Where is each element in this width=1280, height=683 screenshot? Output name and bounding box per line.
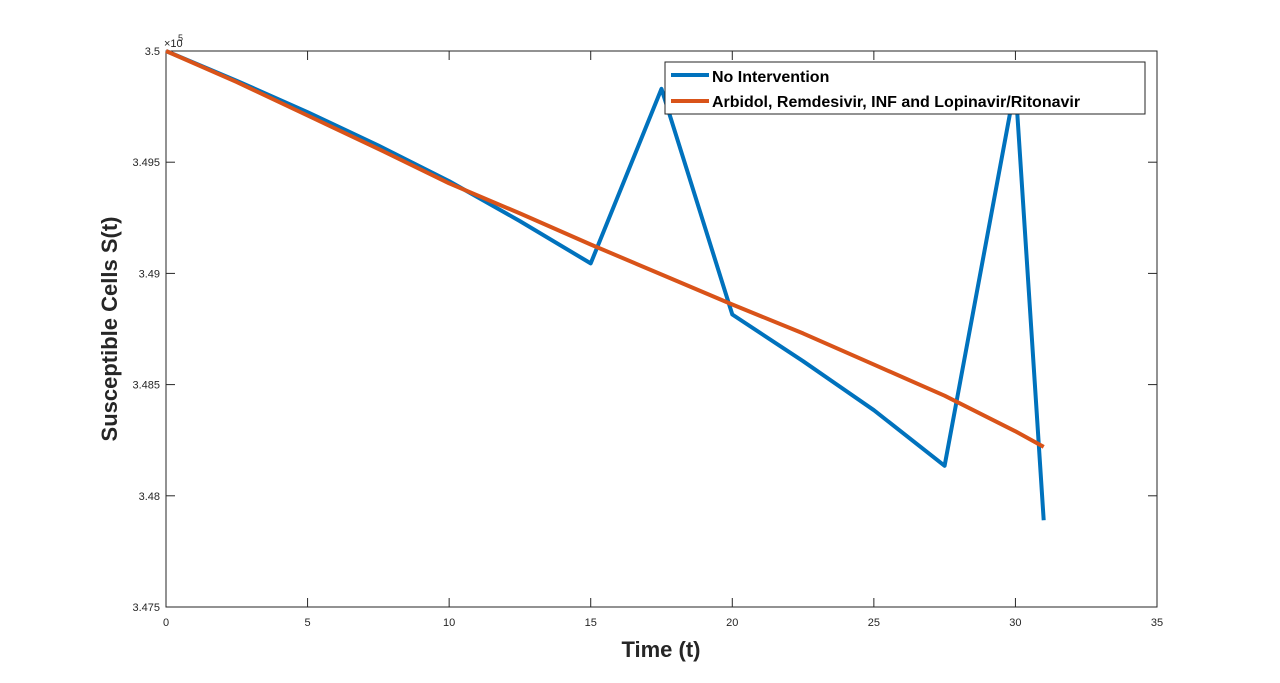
legend-box [664, 61, 1146, 115]
y-tick-label: 3.495 [132, 157, 160, 169]
y-tick-label: 3.485 [132, 380, 160, 392]
legend-label-combination-therapy: Arbidol, Remdesivir, INF and Lopinavir/R… [712, 94, 1080, 111]
y-exponent-base: ×10 [164, 38, 183, 50]
x-tick-label: 25 [868, 617, 880, 629]
y-exponent-power: 5 [178, 33, 183, 43]
x-tick-label: 30 [1009, 617, 1021, 629]
series-line-combination-therapy [165, 49, 1045, 449]
x-tick-label: 15 [585, 617, 597, 629]
x-tick-label: 0 [163, 617, 169, 629]
series-line-no-intervention [165, 49, 1046, 521]
y-tick-label: 3.49 [139, 268, 160, 280]
plot-area [165, 50, 1158, 608]
legend-label-no-intervention: No Intervention [712, 69, 829, 86]
series-lines [165, 49, 1046, 521]
x-axis-title: Time (t) [621, 637, 700, 662]
y-axis-title: Susceptible Cells S(t) [97, 217, 122, 442]
y-tick-label: 3.5 [145, 46, 160, 58]
y-tick-label: 3.48 [139, 491, 160, 503]
x-tick-label: 10 [443, 617, 455, 629]
x-tick-label: 20 [726, 617, 738, 629]
x-tick-label: 5 [305, 617, 311, 629]
legend: No Intervention Arbidol, Remdesivir, INF… [664, 61, 1146, 115]
axis-ticks: 0 5 10 15 20 25 30 35 3.475 3.48 3.485 3.49 3.495 3.5 [132, 46, 1163, 629]
y-tick-label: 3.475 [132, 602, 160, 614]
x-tick-label: 35 [1151, 617, 1163, 629]
